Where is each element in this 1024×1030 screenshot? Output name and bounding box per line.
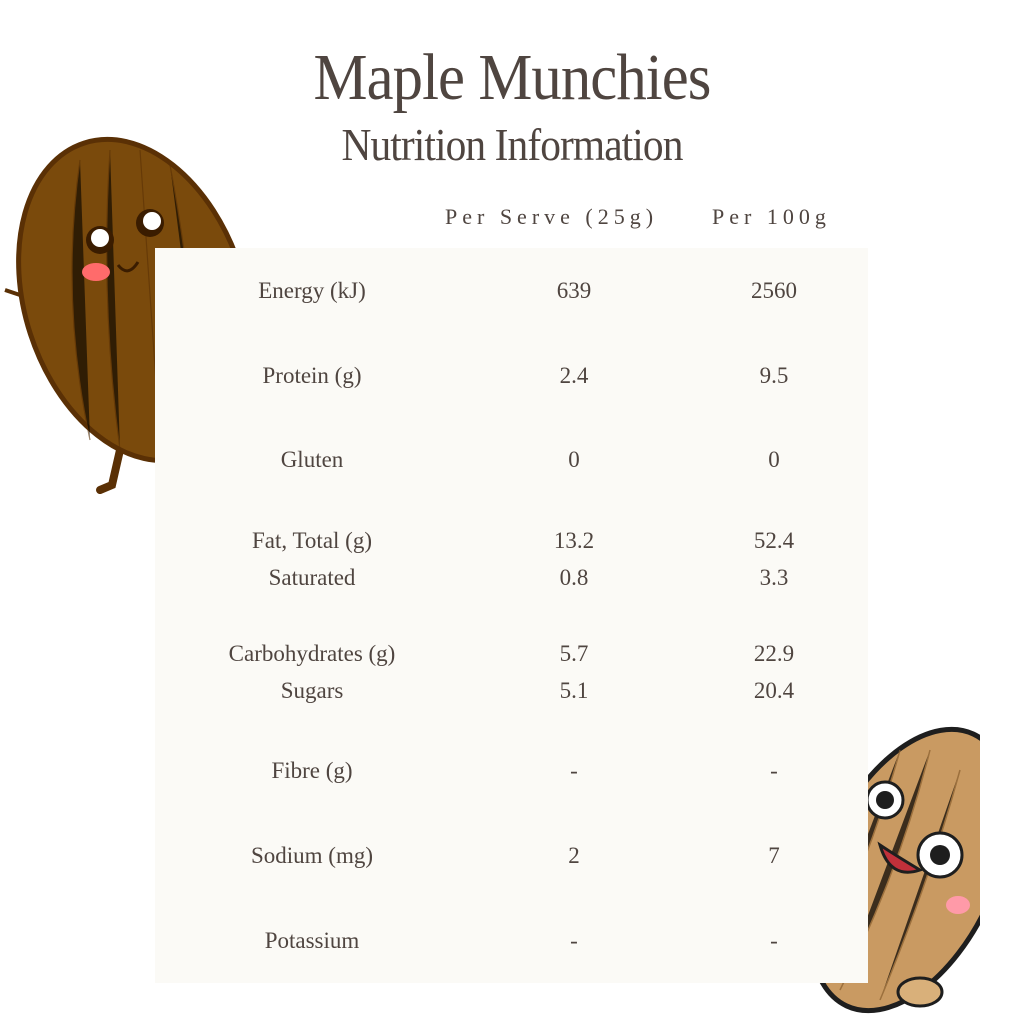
cell-label: Protein (g) bbox=[262, 363, 362, 388]
cell-label: Potassium bbox=[264, 928, 360, 953]
cell-label: Sodium (mg) bbox=[250, 843, 374, 868]
cell-per-100g: 20.4 bbox=[753, 678, 795, 703]
cell-per-serve: 2 bbox=[568, 843, 580, 868]
cell-label: Saturated bbox=[268, 565, 356, 590]
cell-label: Gluten bbox=[280, 447, 344, 472]
page-subtitle: Nutrition Information bbox=[341, 119, 684, 170]
cell-label: Fibre (g) bbox=[271, 758, 353, 783]
cell-per-serve: 13.2 bbox=[553, 528, 595, 553]
cell-per-100g: - bbox=[770, 928, 778, 953]
cell-per-100g: - bbox=[770, 758, 778, 783]
cell-per-serve: - bbox=[570, 928, 578, 953]
column-header-per-100g: Per 100g bbox=[712, 204, 831, 229]
cell-per-100g: 3.3 bbox=[759, 565, 789, 590]
cell-per-100g: 7 bbox=[768, 843, 780, 868]
cell-label: Sugars bbox=[280, 678, 344, 703]
cell-per-serve: 5.7 bbox=[559, 641, 589, 666]
cell-per-100g: 52.4 bbox=[753, 528, 795, 553]
cell-per-100g: 2560 bbox=[751, 278, 797, 303]
cell-per-100g: 9.5 bbox=[759, 363, 789, 388]
cell-per-serve: 5.1 bbox=[559, 678, 589, 703]
cell-per-serve: 0 bbox=[568, 447, 580, 472]
column-header-per-serve: Per Serve (25g) bbox=[445, 204, 659, 229]
cell-per-serve: - bbox=[570, 758, 578, 783]
cell-per-100g: 0 bbox=[768, 447, 780, 472]
nutrition-table-panel bbox=[155, 248, 868, 983]
cell-per-serve: 0.8 bbox=[559, 565, 589, 590]
cell-label: Carbohydrates (g) bbox=[228, 641, 396, 666]
page-title: Maple Munchies bbox=[313, 41, 712, 114]
cell-per-serve: 2.4 bbox=[559, 363, 589, 388]
cell-per-100g: 22.9 bbox=[753, 641, 795, 666]
cell-per-serve: 639 bbox=[556, 278, 592, 303]
cell-label: Energy (kJ) bbox=[258, 278, 366, 303]
cell-label: Fat, Total (g) bbox=[252, 528, 372, 553]
